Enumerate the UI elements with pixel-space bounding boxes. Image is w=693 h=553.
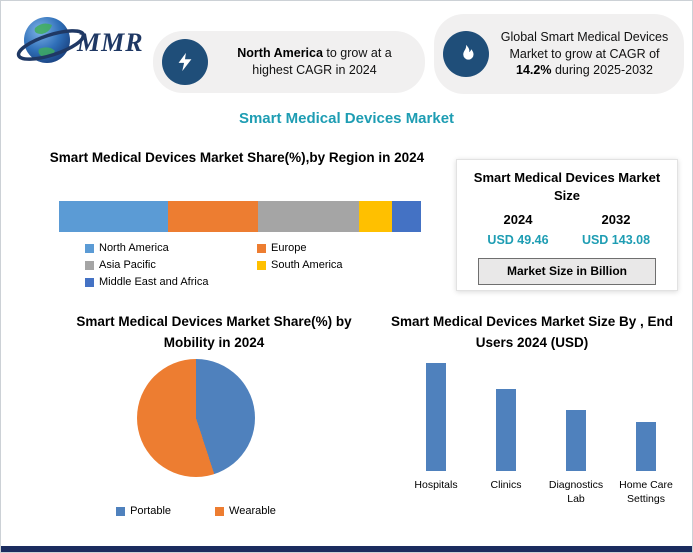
endusers-chart-title: Smart Medical Devices Market Size By , E… <box>390 314 674 350</box>
usd-value: USD 143.08 <box>581 233 651 248</box>
legend-item: Wearable <box>215 505 276 517</box>
usd-value: USD 49.46 <box>487 233 549 248</box>
bar <box>426 362 446 471</box>
bar-label: Diagnostics Lab <box>548 479 604 506</box>
callout-cagr: Global Smart Medical Devices Market to g… <box>434 14 684 94</box>
flame-icon <box>443 31 489 77</box>
market-size-title: Smart Medical Devices Market Size <box>473 170 661 204</box>
mobility-pie <box>137 359 255 477</box>
legend-label: South America <box>271 259 343 271</box>
region-chart-title: Smart Medical Devices Market Share(%),by… <box>49 150 425 165</box>
region-stacked-bar <box>59 201 421 232</box>
mobility-chart-title: Smart Medical Devices Market Share(%) by… <box>76 314 352 350</box>
region-bar-segment <box>359 201 393 232</box>
market-size-columns: 2024 USD 49.46 2032 USD 143.08 <box>469 212 665 247</box>
globe-icon <box>16 17 86 63</box>
callout-north-america: North America to grow at a highest CAGR … <box>153 31 425 93</box>
legend-swatch <box>85 277 94 287</box>
region-legend: North America Europe Asia Pacific South Ame… <box>85 242 343 288</box>
bar-label: Hospitals <box>414 479 458 491</box>
logo-text: MMR <box>77 28 144 57</box>
callout-north-america-text: North America to grow at a highest CAGR … <box>237 46 392 77</box>
legend-swatch <box>85 260 94 270</box>
bar-column: Hospitals <box>403 353 469 523</box>
endusers-bars: Hospitals Clinics Diagnostics Lab Home Care… <box>403 353 679 523</box>
bar-area <box>496 353 516 471</box>
market-size-col-2024: 2024 USD 49.46 <box>469 212 567 247</box>
legend-swatch <box>85 243 94 253</box>
legend-item: Europe <box>257 242 343 254</box>
legend-label: Middle East and Africa <box>99 276 209 288</box>
bar <box>636 421 656 471</box>
legend-item: South America <box>257 259 343 271</box>
legend-swatch <box>116 506 126 516</box>
region-bar-segment <box>167 201 259 232</box>
callout-cagr-text: Global Smart Medical Devices Market to g… <box>500 29 669 78</box>
page-title: Smart Medical Devices Market <box>238 110 455 127</box>
legend-label: Asia Pacific <box>99 259 156 271</box>
region-bar-segment <box>392 201 421 232</box>
mobility-legend: Portable Wearable <box>21 505 371 517</box>
bar-column: Home Care Settings <box>613 353 679 523</box>
bar <box>496 389 516 471</box>
legend-item: Portable <box>116 505 171 517</box>
legend-swatch <box>257 243 266 253</box>
legend-swatch <box>257 260 266 270</box>
year-label: 2024 <box>503 212 533 228</box>
legend-item: Middle East and Africa <box>85 276 257 288</box>
footer-accent-bar <box>1 546 692 552</box>
legend-label: Wearable <box>229 505 276 517</box>
bar-column: Clinics <box>473 353 539 523</box>
year-label: 2032 <box>601 212 631 228</box>
region-bar-segment <box>59 201 168 232</box>
bar-area <box>426 353 446 471</box>
lightning-icon <box>162 39 208 85</box>
bar-label: Home Care Settings <box>619 479 673 506</box>
mmr-logo: MMR <box>15 7 147 79</box>
legend-label: Europe <box>271 242 307 254</box>
bar-area <box>566 353 586 471</box>
market-size-unit-note: Market Size in Billion <box>478 258 656 286</box>
market-size-card: Smart Medical Devices Market Size 2024 U… <box>456 159 678 291</box>
bar-column: Diagnostics Lab <box>543 353 609 523</box>
bar-label: Clinics <box>490 479 522 491</box>
legend-label: North America <box>99 242 169 254</box>
legend-swatch <box>215 506 225 516</box>
region-bar-segment <box>258 201 360 232</box>
market-size-col-2032: 2032 USD 143.08 <box>567 212 665 247</box>
legend-item: Asia Pacific <box>85 259 257 271</box>
legend-item: North America <box>85 242 257 254</box>
legend-label: Portable <box>130 505 172 517</box>
bar <box>566 410 586 471</box>
bar-area <box>636 353 656 471</box>
